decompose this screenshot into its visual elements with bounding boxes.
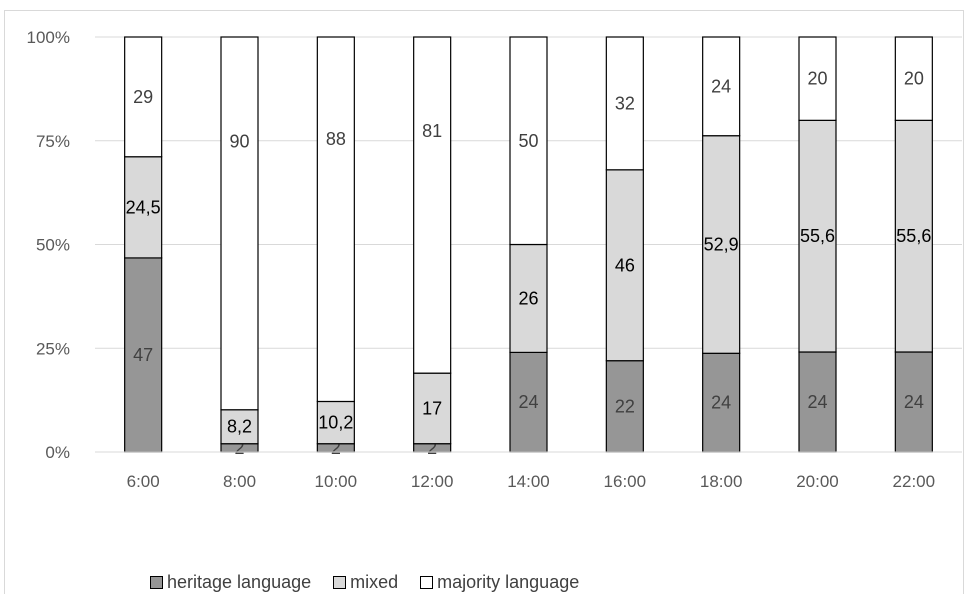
data-label: 2 <box>234 438 244 458</box>
legend-swatch-heritage <box>150 575 163 589</box>
data-label: 24 <box>711 393 731 413</box>
bar-segment <box>894 351 933 453</box>
bar-stack: 22 46 32 <box>605 36 644 453</box>
data-label: 29 <box>133 87 153 107</box>
bars: 4724,52928,290210,2882178124265022463224… <box>124 36 933 458</box>
stacked-bar-chart: 0%25%50%75%100% 4724,52928,290210,288217… <box>27 28 962 491</box>
bar-segment <box>894 119 933 353</box>
legend-item-heritage: heritage language <box>150 572 311 593</box>
legend: heritage language mixed majority languag… <box>150 570 579 594</box>
data-label: 24 <box>904 392 924 412</box>
bar-segment <box>798 36 837 121</box>
bar-segment <box>124 156 163 259</box>
x-tick-label: 20:00 <box>796 472 839 491</box>
legend-label-majority: majority language <box>437 571 580 592</box>
y-axis: 0% 25% 50% 75% 100% <box>27 28 70 462</box>
x-tick-label: 14:00 <box>507 472 550 491</box>
data-label: 20 <box>807 69 827 89</box>
bar-segment <box>220 36 259 411</box>
bar-segment <box>124 257 163 453</box>
data-label: 22 <box>615 396 635 416</box>
bar-segment <box>702 36 741 137</box>
data-label: 2 <box>427 438 437 458</box>
data-label: 24 <box>518 392 538 412</box>
data-label: 10,2 <box>318 413 353 433</box>
x-tick-label: 16:00 <box>604 472 647 491</box>
bar-stack: 2 17 81 <box>413 36 452 458</box>
data-label: 52,9 <box>704 235 739 255</box>
data-label: 26 <box>518 288 538 308</box>
data-label: 47 <box>133 345 153 365</box>
x-tick-label: 6:00 <box>127 472 160 491</box>
bar-segment <box>702 352 741 453</box>
data-label: 8,2 <box>227 417 252 437</box>
x-tick-label: 10:00 <box>315 472 358 491</box>
data-label: 24 <box>711 76 731 96</box>
data-label: 20 <box>904 69 924 89</box>
x-tick-label: 8:00 <box>223 472 256 491</box>
bar-segment <box>509 36 548 246</box>
data-label: 24 <box>807 392 827 412</box>
y-tick-label: 50% <box>36 236 70 255</box>
bar-segment <box>413 36 452 374</box>
data-label: 55,6 <box>896 226 931 246</box>
bar-segment <box>605 169 644 362</box>
legend-label-heritage: heritage language <box>167 571 312 592</box>
bar-stack: 47 24,5 29 <box>124 36 163 453</box>
data-label: 88 <box>326 129 346 149</box>
y-tick-label: 75% <box>36 132 70 151</box>
bar-segment <box>894 36 933 121</box>
bar-stack: 2 10,2 88 <box>316 36 355 458</box>
data-label: 46 <box>615 255 635 275</box>
x-tick-label: 22:00 <box>893 472 936 491</box>
legend-label-mixed: mixed <box>350 571 399 592</box>
data-label: 17 <box>422 398 442 418</box>
bar-segment <box>798 351 837 453</box>
bar-stack: 24 55,6 20 <box>798 36 837 453</box>
data-label: 90 <box>229 131 249 151</box>
x-axis: 6:00 8:00 10:00 12:00 14:00 16:00 18:00 20:00 22… <box>95 451 962 491</box>
x-tick-label: 12:00 <box>411 472 454 491</box>
legend-swatch-majority <box>420 575 434 589</box>
data-label: 24,5 <box>126 197 161 217</box>
y-tick-label: 100% <box>27 28 70 47</box>
chart-frame <box>4 10 964 594</box>
data-label: 55,6 <box>800 226 835 246</box>
legend-swatch-mixed <box>333 575 347 589</box>
bar-segment <box>124 36 163 158</box>
data-label: 32 <box>615 93 635 113</box>
bar-stack: 24 55,6 20 <box>894 36 933 453</box>
data-label: 50 <box>518 131 538 151</box>
y-tick-label: 0% <box>45 443 70 462</box>
bar-stack: 28,2 90 <box>220 36 259 458</box>
bar-stack: 24 52,9 24 <box>702 36 741 453</box>
bar-segment <box>220 409 259 445</box>
legend-item-majority: majority language <box>420 572 579 593</box>
x-tick-label: 18:00 <box>700 472 743 491</box>
data-label: 2 <box>331 438 341 458</box>
bar-segment <box>316 36 355 403</box>
data-label: 81 <box>422 121 442 141</box>
bar-stack: 24 26 50 <box>509 36 548 453</box>
bar-segment <box>605 360 644 453</box>
bar-segment <box>605 36 644 171</box>
y-tick-label: 25% <box>36 339 70 358</box>
legend-item-mixed: mixed <box>333 572 398 593</box>
